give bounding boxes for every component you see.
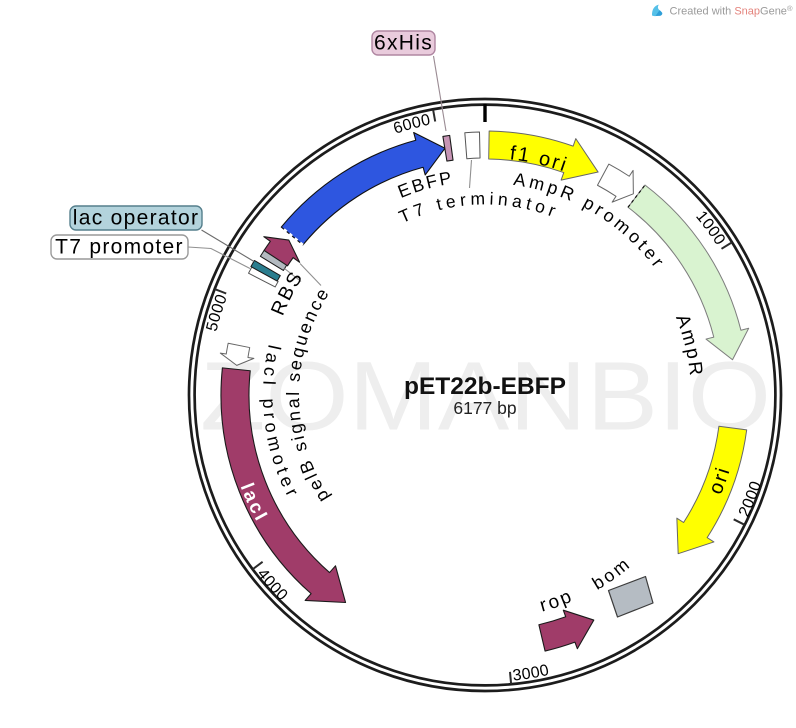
svg-text:ZOMANBIO: ZOMANBIO: [200, 341, 771, 450]
svg-text:6xHis: 6xHis: [374, 32, 433, 55]
svg-text:T7 promoter: T7 promoter: [55, 236, 184, 259]
svg-text:Created with SnapGene®: Created with SnapGene®: [670, 4, 793, 17]
svg-text:6177 bp: 6177 bp: [453, 398, 516, 418]
svg-text:3000: 3000: [512, 662, 551, 685]
svg-text:pET22b-EBFP: pET22b-EBFP: [404, 373, 566, 400]
svg-text:lac operator: lac operator: [73, 207, 200, 230]
